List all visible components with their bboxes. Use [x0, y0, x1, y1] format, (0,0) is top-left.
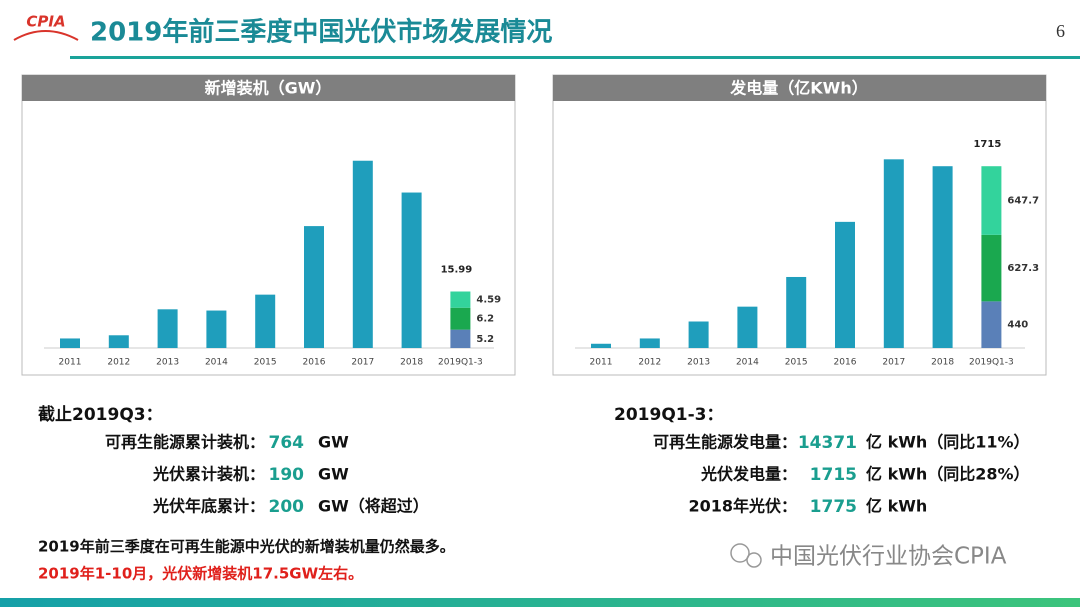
title: 2019年前三季度中国光伏市场发展情况: [90, 17, 552, 48]
total-label: 15.99: [441, 265, 473, 276]
bar: [60, 338, 80, 348]
stat-label: 2018年光伏：: [688, 497, 797, 516]
stack-label: 6.2: [476, 314, 494, 325]
page-number: 6: [1056, 21, 1065, 41]
x-tick-label: 2018: [931, 358, 954, 368]
stack-segment: [981, 301, 1002, 348]
stat-label: 光伏年底累计：: [152, 497, 265, 516]
x-tick-label: 2015: [254, 358, 277, 368]
stat-value: 1715: [810, 465, 857, 485]
chart-title: 新增装机（GW）: [205, 79, 332, 98]
x-tick-label: 2011: [590, 358, 613, 368]
x-tick-label: 2012: [107, 358, 130, 368]
x-tick-label: 2012: [638, 358, 661, 368]
bar: [883, 159, 904, 348]
stats-heading: 截止2019Q3：: [38, 404, 163, 425]
bar: [157, 309, 178, 348]
stat-value: 14371: [798, 433, 857, 453]
stack-segment: [450, 307, 471, 330]
stat-value: 200: [269, 497, 305, 517]
x-tick-label: 2017: [882, 358, 905, 368]
footer-bar: [0, 598, 1080, 607]
stack-segment: [981, 166, 1002, 235]
watermark: 中国光伏行业协会CPIA: [730, 543, 1007, 570]
bar: [401, 192, 422, 348]
stat-unit: 亿 kWh（同比28%）: [866, 465, 1030, 484]
stat-label: 可再生能源累计装机：: [105, 433, 265, 452]
x-tick-label: 2019Q1-3: [969, 358, 1014, 368]
stat-unit: 亿 kWh: [866, 497, 927, 516]
x-tick-label: 2013: [687, 358, 710, 368]
x-tick-label: 2016: [834, 358, 857, 368]
stack-segment: [981, 234, 1002, 302]
stack-segment: [450, 291, 471, 308]
stack-label: 4.59: [476, 295, 501, 306]
total-label: 1715: [973, 139, 1001, 150]
bar: [639, 338, 660, 348]
x-tick-label: 2014: [205, 358, 228, 368]
bar: [304, 226, 324, 348]
x-tick-label: 2018: [400, 358, 423, 368]
note: 2019年前三季度在可再生能源中光伏的新增装机量仍然最多。: [38, 538, 455, 556]
stat-label: 光伏累计装机：: [152, 465, 265, 484]
bar: [206, 310, 227, 348]
stack-label: 627.3: [1007, 263, 1039, 274]
stack-label: 440: [1007, 320, 1028, 331]
bar: [255, 294, 276, 348]
bar: [932, 166, 953, 348]
note-highlight: 2019年1-10月，光伏新增装机17.5GW左右。: [38, 565, 363, 583]
bar: [108, 335, 129, 348]
stats-heading: 2019Q1-3：: [614, 405, 723, 425]
stat-label: 光伏发电量：: [700, 465, 797, 484]
chart-title-bar: [553, 75, 1046, 101]
stat-unit: GW: [318, 433, 349, 452]
bar: [737, 306, 758, 348]
stat-value: 764: [269, 433, 305, 453]
x-tick-label: 2019Q1-3: [438, 358, 483, 368]
watermark-text: 中国光伏行业协会CPIA: [770, 544, 1007, 570]
bar: [591, 343, 611, 348]
bar: [352, 160, 373, 348]
stack-label: 5.2: [476, 334, 494, 345]
x-tick-label: 2011: [59, 358, 82, 368]
stat-unit: GW（将超过）: [318, 497, 429, 516]
chart-title: 发电量（亿KWh）: [729, 79, 867, 98]
header-rule: [70, 56, 1080, 59]
bar: [688, 321, 709, 348]
stack-segment: [450, 329, 471, 348]
logo: CPIA: [26, 13, 65, 31]
x-tick-label: 2014: [736, 358, 759, 368]
stack-label: 647.7: [1007, 196, 1039, 207]
bar: [786, 276, 807, 348]
chart-title-bar: [22, 75, 515, 101]
logo-arc: [13, 30, 79, 41]
x-tick-label: 2017: [351, 358, 374, 368]
stat-unit: 亿 kWh（同比11%）: [866, 433, 1030, 452]
x-tick-label: 2015: [785, 358, 808, 368]
stat-unit: GW: [318, 465, 349, 484]
stat-value: 1775: [810, 497, 857, 517]
stat-label: 可再生能源发电量：: [653, 433, 797, 452]
bar: [835, 221, 855, 348]
x-tick-label: 2016: [303, 358, 326, 368]
stat-value: 190: [269, 465, 305, 485]
x-tick-label: 2013: [156, 358, 179, 368]
